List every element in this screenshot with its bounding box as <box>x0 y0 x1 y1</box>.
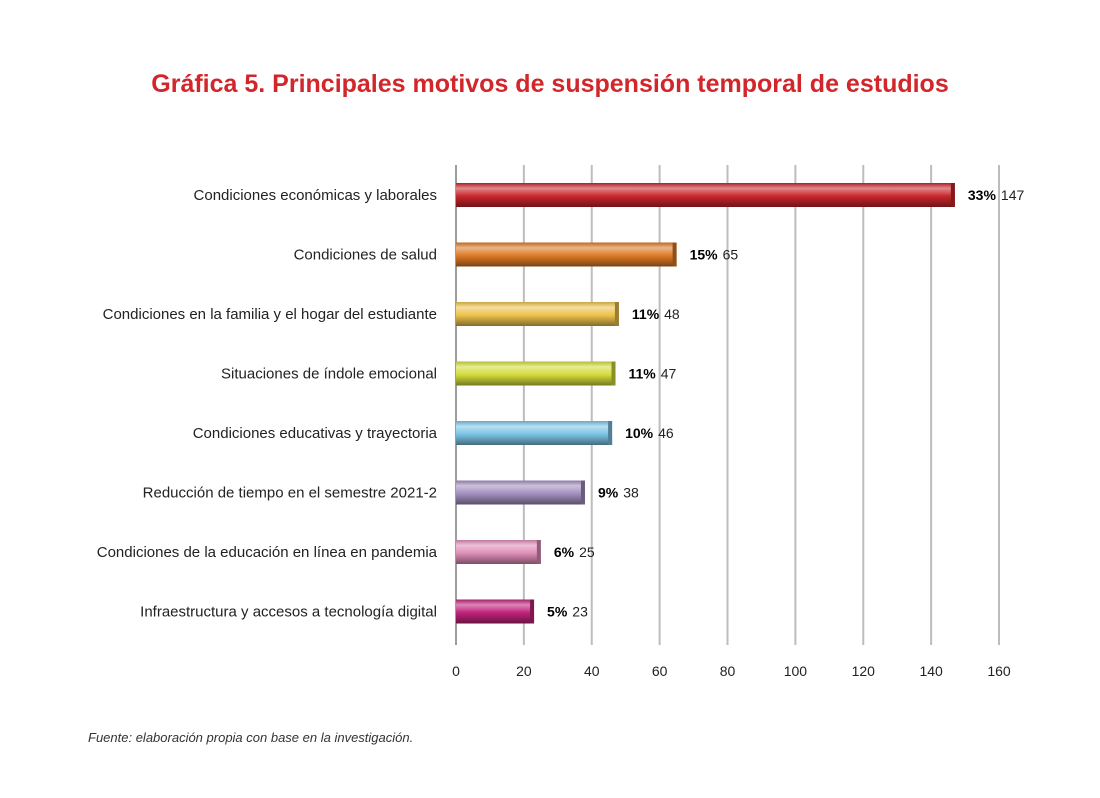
x-tick-label: 80 <box>720 663 736 679</box>
count-label: 48 <box>664 306 680 322</box>
x-tick-label: 0 <box>452 663 460 679</box>
percent-label: 9% <box>598 485 619 501</box>
category-label: Condiciones económicas y laborales <box>194 187 437 204</box>
bar-end-cap <box>611 361 616 386</box>
bar-end-cap <box>672 242 677 267</box>
x-tick-label: 160 <box>987 663 1011 679</box>
count-label: 65 <box>723 247 739 263</box>
source-note: Fuente: elaboración propia con base en l… <box>88 730 414 745</box>
category-label: Reducción de tiempo en el semestre 2021-… <box>143 485 437 502</box>
x-tick-label: 20 <box>516 663 532 679</box>
value-label: 11% 47 <box>629 366 677 382</box>
percent-label: 11% <box>629 366 657 382</box>
count-label: 47 <box>661 366 677 382</box>
value-label: 15% 65 <box>690 247 739 263</box>
bar <box>456 302 619 326</box>
category-label: Condiciones en la familia y el hogar del… <box>103 306 437 323</box>
bar <box>456 480 585 505</box>
percent-label: 10% <box>625 425 654 441</box>
bar-end-cap <box>950 183 955 207</box>
bar-end-cap <box>614 302 619 326</box>
value-label: 11% 48 <box>632 306 680 322</box>
percent-label: 6% <box>554 544 575 560</box>
bar <box>456 183 955 207</box>
percent-label: 5% <box>547 604 568 620</box>
bar-end-cap <box>608 421 613 445</box>
bar-end-cap <box>536 540 541 564</box>
category-label: Situaciones de índole emocional <box>221 366 437 383</box>
value-label: 10% 46 <box>625 425 674 441</box>
value-label: 33% 147 <box>968 187 1025 203</box>
count-label: 147 <box>1001 187 1025 203</box>
chart-title: Gráfica 5. Principales motivos de suspen… <box>151 70 949 98</box>
category-label: Condiciones educativas y trayectoria <box>193 425 438 442</box>
bar <box>456 540 541 564</box>
x-tick-label: 40 <box>584 663 600 679</box>
category-label: Condiciones de la educación en línea en … <box>97 544 438 561</box>
percent-label: 33% <box>968 187 997 203</box>
bar <box>456 599 535 624</box>
x-tick-label: 60 <box>652 663 668 679</box>
count-label: 23 <box>572 604 588 620</box>
category-label: Condiciones de salud <box>294 247 437 264</box>
bar-end-cap <box>530 599 535 624</box>
bar <box>456 361 616 386</box>
value-label: 6% 25 <box>554 544 595 560</box>
bar <box>456 421 613 445</box>
count-label: 46 <box>658 425 674 441</box>
x-tick-label: 140 <box>919 663 943 679</box>
value-label: 5% 23 <box>547 604 588 620</box>
value-label: 9% 38 <box>598 485 639 501</box>
percent-label: 15% <box>690 247 719 263</box>
x-tick-label: 100 <box>784 663 808 679</box>
percent-label: 11% <box>632 306 660 322</box>
bar-end-cap <box>580 480 585 505</box>
bar <box>456 242 677 267</box>
count-label: 38 <box>623 485 639 501</box>
count-label: 25 <box>579 544 595 560</box>
x-tick-label: 120 <box>852 663 876 679</box>
category-label: Infraestructura y accesos a tecnología d… <box>140 604 437 621</box>
